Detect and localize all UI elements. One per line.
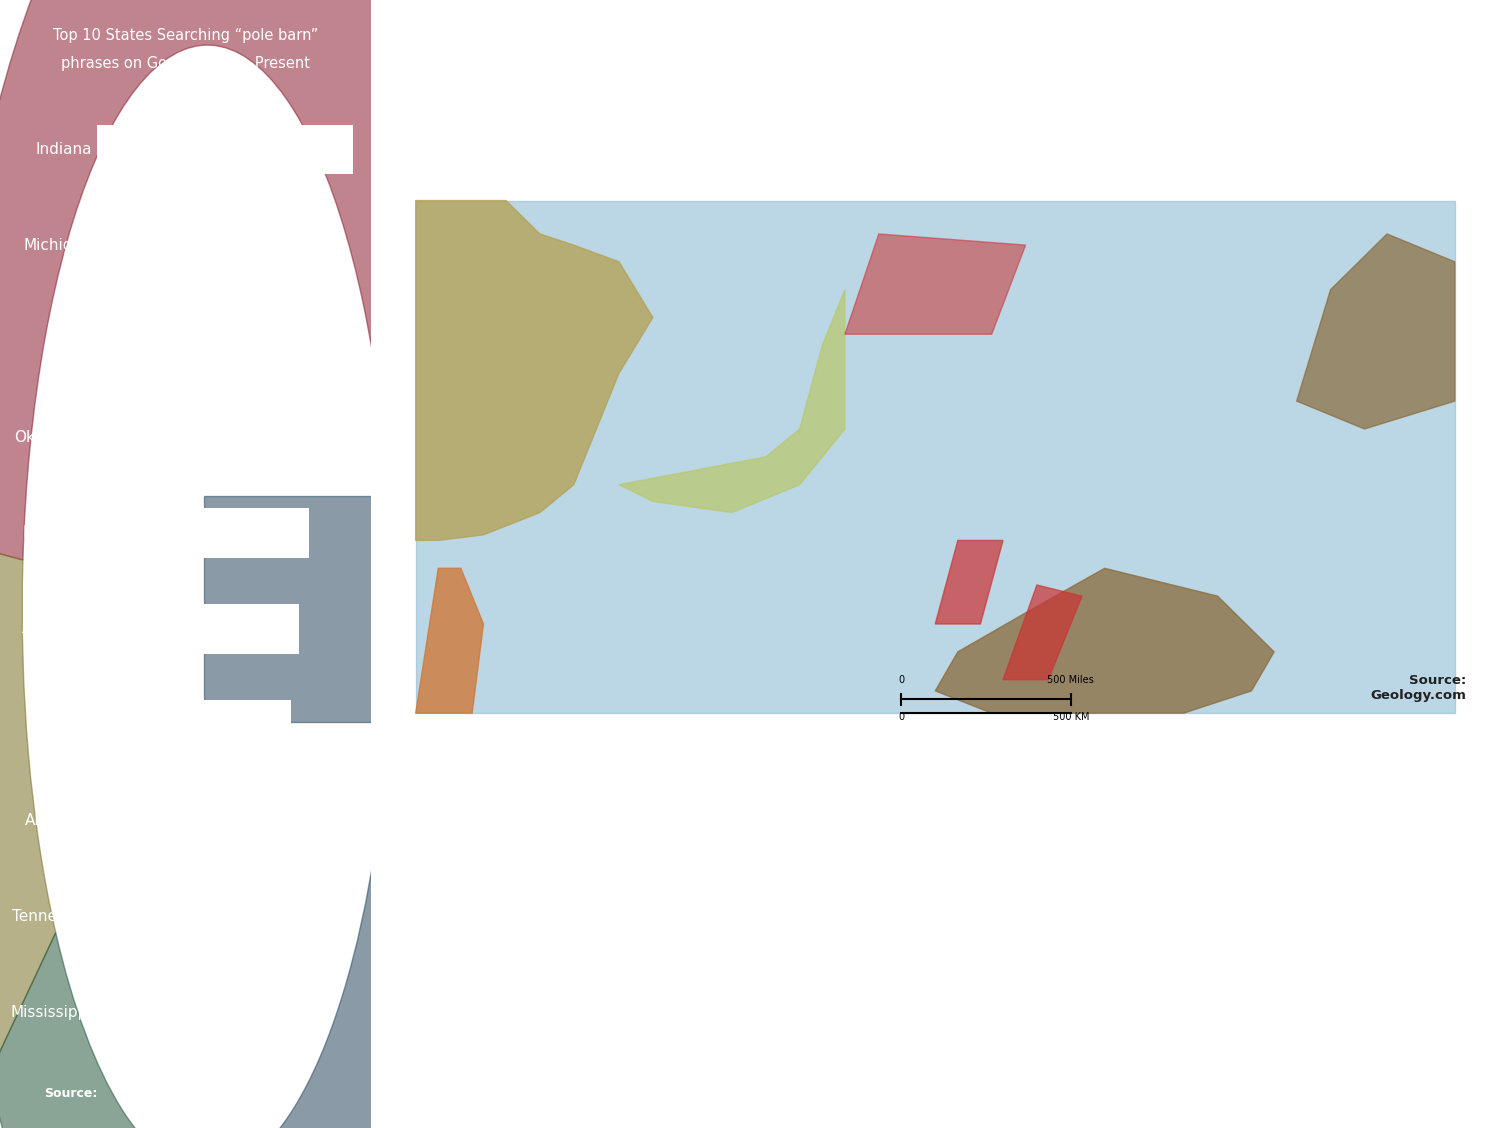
Text: Mississippi: Mississippi: [10, 1005, 92, 1020]
Text: 0%: 0%: [1278, 968, 1344, 1006]
Polygon shape: [844, 233, 1026, 334]
Text: Missouri: Missouri: [28, 717, 92, 732]
Text: Oklahoma: Oklahoma: [13, 430, 92, 444]
Text: Michigan: Michigan: [24, 238, 92, 253]
Text: Arkansas: Arkansas: [22, 622, 92, 636]
Wedge shape: [0, 933, 207, 1128]
Text: Google Search Trends: Google Search Trends: [129, 1086, 270, 1100]
Bar: [98, 699, 291, 750]
Text: Where Building a Pole Barn Can Be Risky: Where Building a Pole Barn Can Be Risky: [744, 136, 1126, 156]
Text: 0: 0: [898, 676, 904, 686]
Bar: [204, 496, 408, 722]
Bar: [98, 412, 315, 462]
Polygon shape: [936, 569, 1274, 713]
Wedge shape: [207, 755, 465, 1128]
Bar: [98, 316, 322, 367]
Bar: [98, 508, 309, 558]
Text: Ohio: Ohio: [57, 334, 92, 349]
Polygon shape: [1296, 233, 1455, 429]
Bar: [98, 987, 225, 1038]
Text: 50%: 50%: [512, 968, 604, 1006]
Text: 50%: 50%: [888, 968, 981, 1006]
Text: 500 KM: 500 KM: [1053, 712, 1089, 722]
Text: Over 50% of soil in these areas have slight to
moderate swelling potential.: Over 50% of soil in these areas have sli…: [777, 1056, 1094, 1091]
Bar: [98, 124, 352, 175]
Text: Indiana: Indiana: [36, 142, 92, 157]
Bar: [98, 795, 262, 846]
Text: phrases on Google 2004 - Present: phrases on Google 2004 - Present: [60, 56, 309, 71]
Polygon shape: [1004, 585, 1082, 680]
Bar: [98, 220, 334, 271]
Text: Areas that are underlain by soils with
little to no swelling potential: Areas that are underlain by soils with l…: [1182, 1056, 1442, 1091]
Bar: [98, 603, 298, 654]
Polygon shape: [416, 201, 652, 540]
Wedge shape: [0, 0, 474, 819]
Text: Alabama: Alabama: [24, 813, 92, 828]
Text: Kentucky: Kentucky: [22, 526, 92, 540]
Text: Source:: Source:: [45, 1086, 98, 1100]
Text: 0: 0: [898, 712, 904, 722]
Polygon shape: [936, 540, 1004, 624]
Text: Top 10 States Searching “pole barn”: Top 10 States Searching “pole barn”: [53, 28, 318, 43]
Polygon shape: [416, 569, 483, 713]
Text: 500 Miles: 500 Miles: [1047, 676, 1094, 686]
Bar: [98, 891, 246, 942]
Text: EXPANSIVE SOILS MAP: EXPANSIVE SOILS MAP: [580, 41, 1290, 95]
Text: Tennessee: Tennessee: [12, 909, 92, 924]
Text: Over 50% of these areas are underlain by soils
with abundant clays with high swe: Over 50% of these areas are underlain by…: [388, 1056, 729, 1091]
Polygon shape: [620, 290, 844, 512]
Wedge shape: [0, 538, 56, 1075]
Text: Source:
Geology.com: Source: Geology.com: [1370, 675, 1466, 702]
